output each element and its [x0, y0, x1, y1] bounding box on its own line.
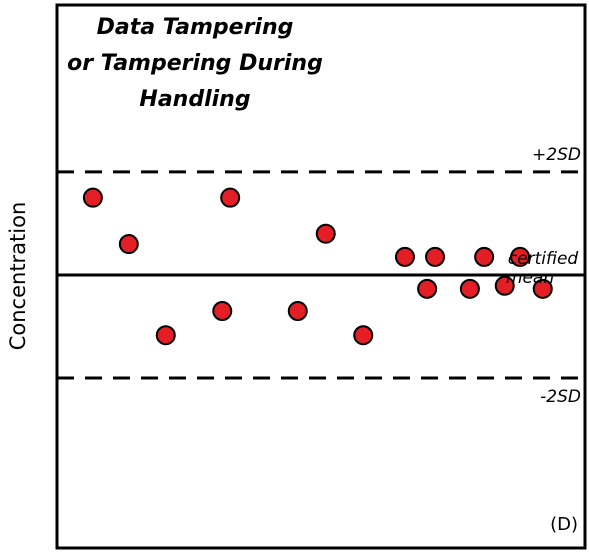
point	[315, 223, 336, 244]
point	[155, 325, 176, 346]
y-axis-label: Concentration	[6, 202, 30, 351]
point	[82, 187, 103, 208]
point	[118, 234, 139, 255]
point	[459, 278, 480, 299]
reference-label: -2SD	[540, 387, 581, 407]
reference-label: mean	[506, 268, 554, 288]
point	[532, 278, 553, 299]
point	[474, 246, 495, 267]
point	[394, 246, 415, 267]
title-line: Handling	[139, 87, 250, 112]
plot-frame	[55, 3, 587, 550]
reference-label: certified	[508, 249, 579, 269]
title-line: or Tampering During	[67, 51, 323, 76]
title-line: Data Tampering	[97, 15, 294, 40]
point	[425, 246, 446, 267]
point	[353, 325, 374, 346]
reference-label: +2SD	[532, 145, 581, 165]
point	[212, 301, 233, 322]
point	[220, 187, 241, 208]
point	[417, 278, 438, 299]
point	[510, 246, 531, 267]
panel-label: (D)	[550, 514, 578, 535]
point	[494, 275, 515, 296]
point	[287, 301, 308, 322]
